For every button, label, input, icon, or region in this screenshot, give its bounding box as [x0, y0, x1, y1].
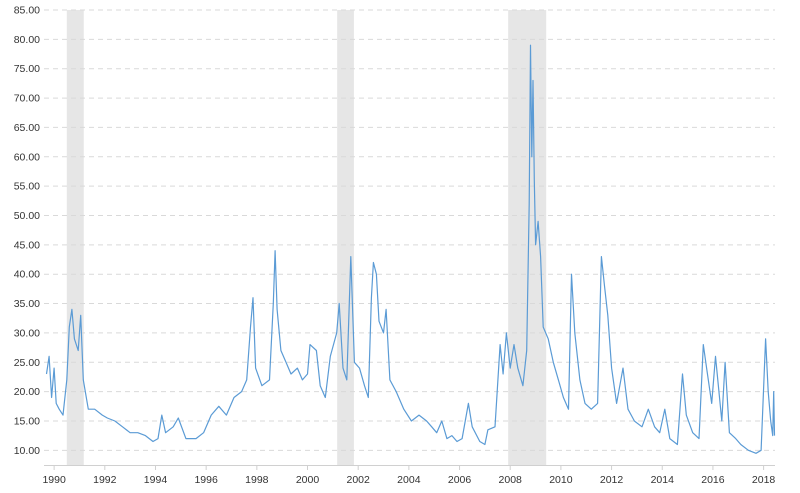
y-tick-label: 20.00	[14, 386, 40, 398]
x-tick-label: 2002	[347, 474, 371, 486]
recession-band-2	[337, 10, 354, 465]
x-tick-label: 2016	[701, 474, 725, 486]
y-tick-label: 75.00	[14, 63, 40, 75]
x-tick-label: 2008	[499, 474, 523, 486]
y-tick-label: 15.00	[14, 415, 40, 427]
x-tick-label: 2018	[752, 474, 776, 486]
x-tick-label: 2014	[651, 474, 675, 486]
y-tick-label: 60.00	[14, 151, 40, 163]
x-tick-label: 2004	[397, 474, 421, 486]
series-line-1	[45, 44, 776, 454]
y-tick-label: 35.00	[14, 298, 40, 310]
y-axis: 10.00 15.00 20.00 25.00 30.00 35.00 40.00 45.00…	[14, 5, 40, 457]
gridlines	[44, 9, 775, 451]
x-tick-label: 1990	[42, 474, 66, 486]
y-tick-label: 45.00	[14, 239, 40, 251]
x-tick-label: 2006	[448, 474, 472, 486]
y-tick-label: 10.00	[14, 445, 40, 457]
recession-band-1	[66, 10, 84, 465]
y-tick-label: 65.00	[14, 122, 40, 134]
x-tick-label: 2010	[549, 474, 573, 486]
x-tick-label: 1992	[93, 474, 117, 486]
y-tick-label: 80.00	[14, 34, 40, 46]
y-tick-label: 55.00	[14, 181, 40, 193]
x-tick-label: 1994	[144, 474, 168, 486]
y-tick-label: 70.00	[14, 93, 40, 105]
x-tick-label: 1998	[245, 474, 269, 486]
series	[45, 44, 776, 454]
y-tick-label: 50.00	[14, 210, 40, 222]
y-tick-label: 40.00	[14, 269, 40, 281]
recession-bands	[66, 10, 547, 465]
y-tick-label: 30.00	[14, 327, 40, 339]
x-tick-label: 2000	[296, 474, 320, 486]
y-tick-label: 25.00	[14, 357, 40, 369]
x-axis: 1990 1992 1994 1996 1998 2000 2002 2004 2006 2008…	[42, 465, 775, 486]
x-tick-label: 1996	[194, 474, 218, 486]
recession-band-3	[508, 10, 547, 465]
y-tick-label: 85.00	[14, 5, 40, 17]
x-tick-label: 2012	[600, 474, 624, 486]
